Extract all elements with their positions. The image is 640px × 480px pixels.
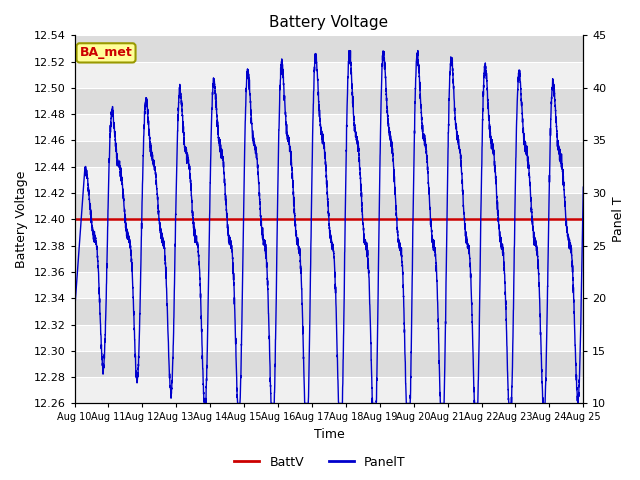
Legend: BattV, PanelT: BattV, PanelT — [229, 451, 411, 474]
X-axis label: Time: Time — [314, 428, 344, 441]
Y-axis label: Battery Voltage: Battery Voltage — [15, 171, 28, 268]
Bar — [75, 219, 583, 246]
Bar — [75, 61, 583, 88]
Bar — [75, 351, 583, 377]
Bar — [75, 193, 583, 219]
Title: Battery Voltage: Battery Voltage — [269, 15, 388, 30]
Bar — [75, 88, 583, 114]
Bar — [75, 298, 583, 324]
Bar — [75, 272, 583, 298]
Bar — [75, 377, 583, 403]
Text: BA_met: BA_met — [79, 47, 132, 60]
Bar — [75, 114, 583, 141]
Bar — [75, 246, 583, 272]
Bar — [75, 167, 583, 193]
Bar — [75, 141, 583, 167]
Bar — [75, 36, 583, 61]
Y-axis label: Panel T: Panel T — [612, 197, 625, 242]
Bar — [75, 324, 583, 351]
